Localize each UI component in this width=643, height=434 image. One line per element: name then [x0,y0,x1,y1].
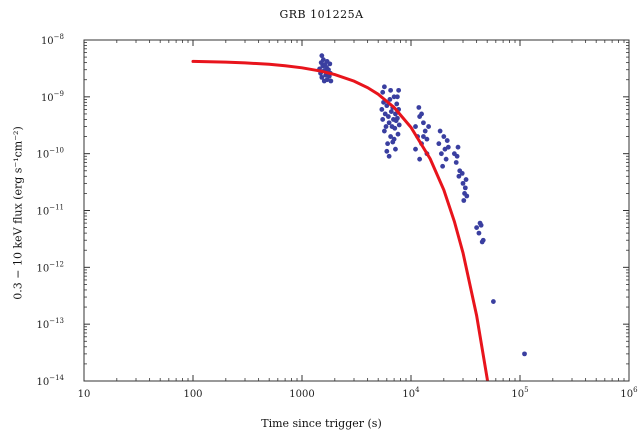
y-tick-label: 10−10 [36,147,64,161]
data-point [384,103,390,109]
data-point [453,160,459,165]
data-layer [191,53,527,381]
data-point [388,87,394,93]
y-tick-label: 10−13 [36,317,64,331]
data-point [437,128,443,134]
data-point [422,128,428,134]
data-point [327,61,333,67]
data-point [395,131,401,137]
data-point [319,74,325,80]
data-point [387,97,393,102]
data-point [477,220,483,226]
data-point [324,77,330,83]
data-point [419,111,424,117]
x-tick-label: 105 [511,386,528,400]
data-point [443,156,449,162]
x-tick-label: 100 [183,389,202,400]
data-point [386,153,392,159]
data-point [380,89,386,95]
chart-title: GRB 101225A [279,8,364,21]
data-point [394,94,400,100]
y-axis-label: 0.3 − 10 keV flux (erg s⁻¹cm⁻²) [11,126,25,300]
data-point [463,177,469,182]
data-point [459,170,465,176]
data-point [454,153,460,159]
data-point [383,124,389,129]
data-point [320,57,326,63]
data-point [436,141,442,147]
y-tick-label: 10−14 [36,374,64,388]
data-point [385,114,391,119]
data-point [438,151,444,157]
data-point [442,146,448,152]
ticks-layer: 10 100 1000 104 105 106 10−14 10−13 10−12 10−11 10… [36,33,638,400]
data-point [424,136,430,142]
x-tick-label: 104 [402,386,420,400]
data-point [396,87,402,93]
data-point [390,139,396,145]
y-tick-label: 10−12 [36,260,64,274]
data-point [392,125,398,131]
data-point [479,239,485,245]
data-point [490,299,496,304]
data-point [393,146,398,152]
data-point [388,134,394,139]
data-point [441,134,447,139]
data-point [421,134,426,139]
data-point [426,124,431,129]
data-point [386,120,392,126]
data-point [326,67,331,73]
data-point [460,180,466,186]
data-point [381,84,387,90]
data-point [444,138,450,143]
y-tick-label: 10−11 [36,204,64,218]
data-point [455,144,461,150]
data-point [319,53,325,59]
data-point [461,198,467,203]
data-point [474,225,480,231]
x-tick-label: 1000 [289,389,314,400]
data-point [384,148,390,154]
data-point [388,109,394,114]
x-tick-label: 106 [620,386,638,400]
model-curve [191,59,490,381]
data-point [394,101,400,107]
data-point [522,351,527,357]
data-point [394,115,400,121]
data-point [385,141,391,147]
data-point [413,146,418,152]
data-point [417,156,423,162]
data-point [456,173,462,179]
data-point [413,124,418,129]
data-point [328,78,334,84]
data-point [379,107,385,112]
data-point [421,120,426,126]
y-tick-label: 10−8 [41,33,64,47]
y-tick-label: 10−9 [41,90,64,104]
data-point [440,163,446,169]
data-point [380,117,386,122]
data-point [416,105,422,110]
data-point [464,193,470,199]
data-point [396,122,402,128]
data-point [382,111,388,117]
data-point [381,128,387,134]
plot-frame [83,39,630,382]
x-tick-label: 10 [78,389,91,400]
data-point [462,185,468,191]
data-point [476,230,482,236]
x-axis-label: Time since trigger (s) [261,417,382,430]
